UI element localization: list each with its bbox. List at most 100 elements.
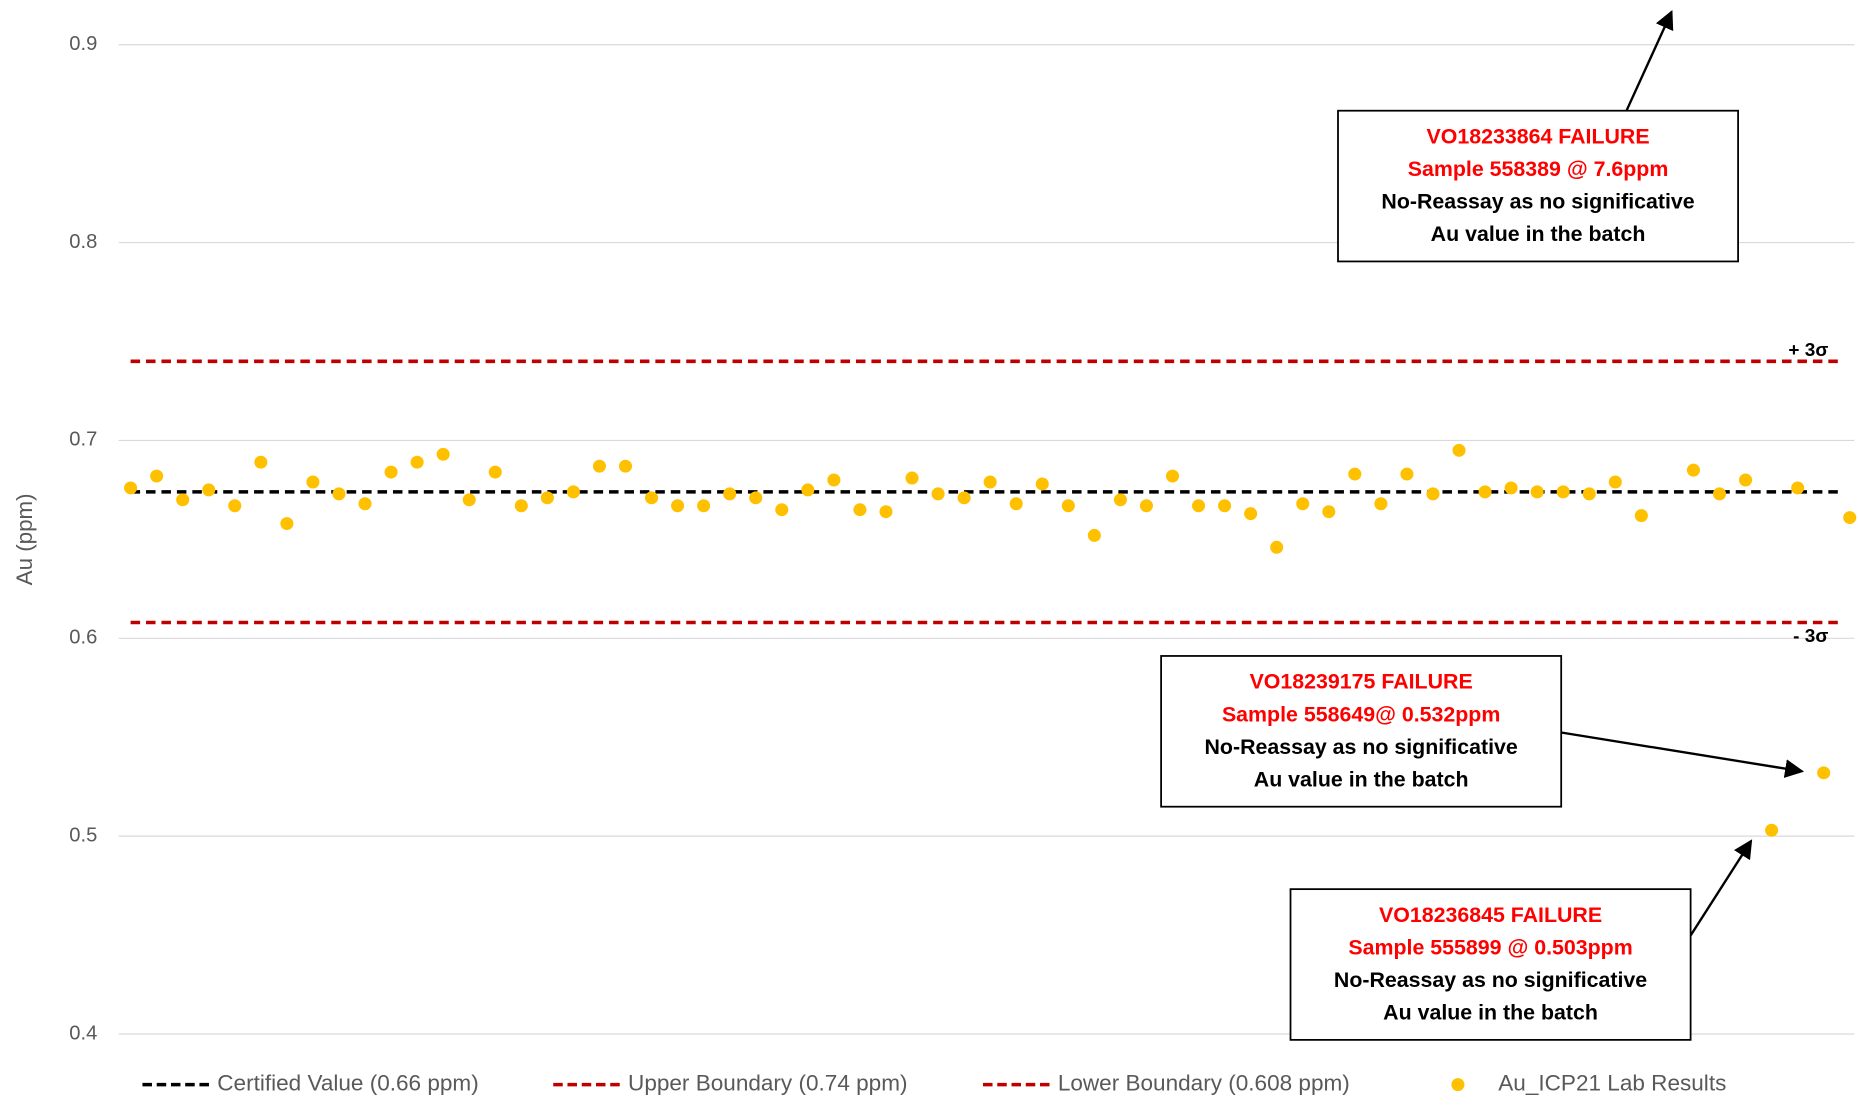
data-point <box>931 487 945 501</box>
data-point <box>540 491 554 505</box>
y-tick-label: 0.6 <box>69 627 97 649</box>
annotation-text: Sample 555899 @ 0.503ppm <box>1348 936 1632 960</box>
annotation-box <box>1289 888 1692 1041</box>
data-point <box>1087 528 1101 542</box>
data-point <box>957 491 971 505</box>
annotation-text: No-Reassay as no significative <box>1205 735 1518 759</box>
y-tick-label: 0.8 <box>69 231 97 253</box>
data-point <box>645 491 659 505</box>
data-point <box>1686 463 1700 477</box>
data-point <box>1113 493 1127 507</box>
annotation-text: No-Reassay as no significative <box>1381 190 1694 214</box>
legend-label: Upper Boundary (0.74 ppm) <box>628 1071 907 1096</box>
data-point <box>1165 469 1180 483</box>
data-point <box>853 503 867 517</box>
arrow <box>1688 839 1753 939</box>
legend-label: Certified Value (0.66 ppm) <box>217 1071 478 1096</box>
annotation-text: VO18233864 FAILURE <box>1426 124 1649 148</box>
data-point <box>1712 487 1727 501</box>
data-point <box>723 487 737 501</box>
band-label: + 3σ <box>1788 340 1828 361</box>
legend-label: Lower Boundary (0.608 ppm) <box>1058 1071 1350 1096</box>
data-point <box>671 499 685 513</box>
data-point <box>1139 499 1153 513</box>
data-point <box>202 483 216 497</box>
y-tick-label: 0.9 <box>69 33 97 55</box>
y-tick-label: 0.4 <box>69 1022 97 1044</box>
data-point <box>749 491 763 505</box>
data-point <box>280 517 294 531</box>
annotation-text: No-Reassay as no significative <box>1334 968 1647 992</box>
data-point <box>1791 481 1805 495</box>
data-point <box>1218 499 1232 513</box>
y-axis-label: Au (ppm) <box>12 493 37 585</box>
data-point <box>306 475 320 489</box>
data-point <box>488 465 502 479</box>
data-point <box>1296 497 1310 511</box>
annotation-text: Au value in the batch <box>1254 768 1469 792</box>
data-point <box>1426 487 1440 501</box>
data-point <box>1608 475 1622 489</box>
data-point <box>1270 540 1284 554</box>
data-point <box>150 469 164 483</box>
data-point <box>1244 507 1258 521</box>
data-point <box>176 493 190 507</box>
y-tick-label: 0.7 <box>69 429 97 451</box>
data-point <box>1374 497 1388 511</box>
data-point <box>879 505 893 519</box>
annotation-text: Sample 558649@ 0.532ppm <box>1222 702 1500 726</box>
annotation-text: VO18236845 FAILURE <box>1379 903 1602 927</box>
legend-label: Au_ICP21 Lab Results <box>1498 1071 1726 1096</box>
data-point <box>410 455 424 469</box>
data-point <box>697 499 711 513</box>
data-point <box>462 493 476 507</box>
annotation-text: VO18239175 FAILURE <box>1250 670 1473 694</box>
data-point <box>1452 443 1466 457</box>
legend-swatch <box>1451 1078 1465 1092</box>
data-point <box>775 503 789 517</box>
data-point <box>592 459 606 473</box>
data-point <box>1556 485 1570 499</box>
data-point <box>254 455 268 469</box>
data-point <box>514 499 528 513</box>
data-point <box>827 473 841 487</box>
arrow <box>1561 731 1805 778</box>
data-point <box>1192 499 1206 513</box>
data-point <box>905 471 919 485</box>
data-point <box>1582 487 1596 501</box>
data-point <box>1765 823 1779 837</box>
data-point <box>618 459 633 473</box>
y-tick-label: 0.5 <box>69 824 97 846</box>
data-point <box>332 487 346 501</box>
annotation-box <box>1337 109 1739 263</box>
data-point <box>228 499 242 513</box>
data-point <box>1504 481 1518 495</box>
data-point <box>1009 497 1023 511</box>
data-point <box>124 481 138 495</box>
data-point <box>1322 505 1336 519</box>
data-point <box>384 465 398 479</box>
annotation-text: Sample 558389 @ 7.6ppm <box>1408 157 1669 181</box>
data-point <box>566 485 580 499</box>
data-point <box>436 447 450 461</box>
data-point <box>1035 477 1049 491</box>
data-point <box>1478 485 1492 499</box>
band-label: - 3σ <box>1793 626 1828 647</box>
arrow <box>1625 10 1674 112</box>
data-point <box>358 497 372 511</box>
data-point <box>1739 473 1753 487</box>
data-point <box>1817 766 1831 780</box>
data-point <box>1348 467 1362 481</box>
data-point <box>983 475 997 489</box>
data-point <box>1400 467 1414 481</box>
data-point <box>1061 499 1075 513</box>
data-point <box>1843 511 1857 525</box>
data-point <box>801 483 815 497</box>
annotation-box <box>1160 655 1563 808</box>
data-point <box>1530 485 1544 499</box>
annotation-text: Au value in the batch <box>1383 1001 1598 1025</box>
annotation-text: Au value in the batch <box>1431 222 1646 246</box>
data-point <box>1634 509 1648 523</box>
